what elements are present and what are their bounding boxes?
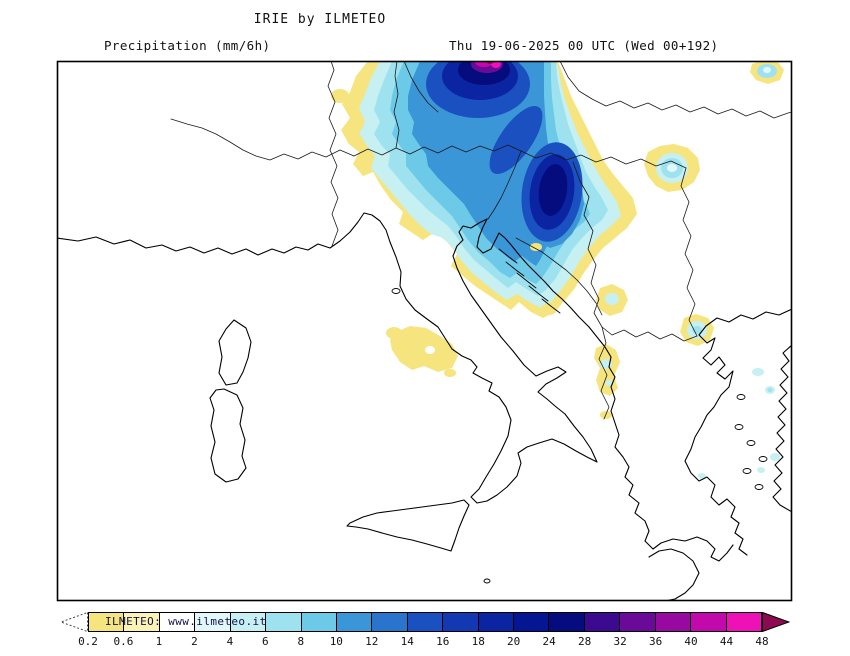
colorbar-tick-4: 4: [226, 635, 234, 648]
precipitation-shading: [331, 61, 784, 479]
scattered-precip-cells: [331, 61, 784, 479]
colorbar-tick-8: 8: [297, 635, 305, 648]
colorbar-tick-2: 2: [191, 635, 198, 648]
dalmatian-islands: [498, 248, 561, 314]
colorbar-tick-0.2: 0.2: [78, 635, 98, 648]
istria-balkan-coastline: [476, 218, 734, 562]
colorbar-segment-9: [406, 613, 443, 631]
west-turkey-coastline: [772, 345, 791, 513]
colorbar-right-arrow: [762, 612, 790, 632]
colorbar-segment-17: [690, 613, 726, 631]
colorbar-segment-3: [194, 613, 230, 631]
colorbar-segment-10: [442, 613, 478, 631]
sicily-coastline: [346, 499, 470, 552]
colorbar-segment-5: [265, 613, 301, 631]
colorbar-tick-16: 16: [436, 635, 450, 648]
colorbar-tick-48: 48: [755, 635, 769, 648]
validity-label: Thu 19-06-2025 00 UTC (Wed 00+192): [449, 38, 719, 53]
colorbar-segment-16: [654, 613, 691, 631]
north-aegean-coastline: [684, 308, 791, 556]
colorbar: [60, 612, 790, 632]
colorbar-tick-labels: 0.2 0.6 1 2 4 6 8 10 12 14 16 18 20 24 28 32 36 40 44 48: [0, 635, 850, 651]
france-italy-coastline: [58, 212, 598, 504]
colorbar-segment-12: [513, 613, 549, 631]
colorbar-segment-14: [583, 613, 620, 631]
colorbar-segment-18: [725, 613, 762, 631]
colorbar-tick-14: 14: [400, 635, 414, 648]
colorbar-segment-11: [477, 613, 514, 631]
colorbar-segment-4: [229, 613, 266, 631]
colorbar-segment-15: [619, 613, 655, 631]
colorbar-watermark: ILMETEO: www.ilmeteo.it: [105, 615, 267, 628]
colorbar-left-arrow: [60, 612, 88, 632]
parameter-label: Precipitation (mm/6h): [104, 38, 271, 53]
coastlines: [58, 212, 791, 600]
colorbar-tick-18: 18: [471, 635, 485, 648]
colorbar-tick-6: 6: [262, 635, 269, 648]
colorbar-segment-1: [123, 613, 159, 631]
corsica-coastline: [218, 319, 252, 386]
colorbar-segment-13: [548, 613, 584, 631]
colorbar-scale: [88, 612, 762, 632]
small-islands: [391, 288, 768, 584]
colorbar-tick-20: 20: [507, 635, 521, 648]
map-frame: [56, 60, 793, 602]
colorbar-segment-0: [89, 613, 124, 631]
colorbar-tick-36: 36: [648, 635, 663, 648]
colorbar-tick-12: 12: [365, 635, 379, 648]
colorbar-segment-7: [335, 613, 372, 631]
colorbar-segment-6: [300, 613, 336, 631]
colorbar-tick-28: 28: [578, 635, 592, 648]
colorbar-tick-44: 44: [719, 635, 734, 648]
colorbar-segment-2: [158, 613, 195, 631]
colorbar-segment-8: [371, 613, 407, 631]
colorbar-tick-40: 40: [684, 635, 698, 648]
sardinia-coastline: [209, 388, 247, 483]
colorbar-tick-24: 24: [542, 635, 556, 648]
colorbar-tick-10: 10: [329, 635, 343, 648]
colorbar-tick-1: 1: [155, 635, 163, 648]
page-title: IRIE by ILMETEO: [253, 12, 387, 27]
colorbar-tick-0.6: 0.6: [113, 635, 134, 648]
main-precip-system: [341, 61, 637, 318]
peloponnese-coastline: [648, 548, 700, 600]
country-borders: [170, 61, 791, 420]
colorbar-tick-32: 32: [613, 635, 627, 648]
